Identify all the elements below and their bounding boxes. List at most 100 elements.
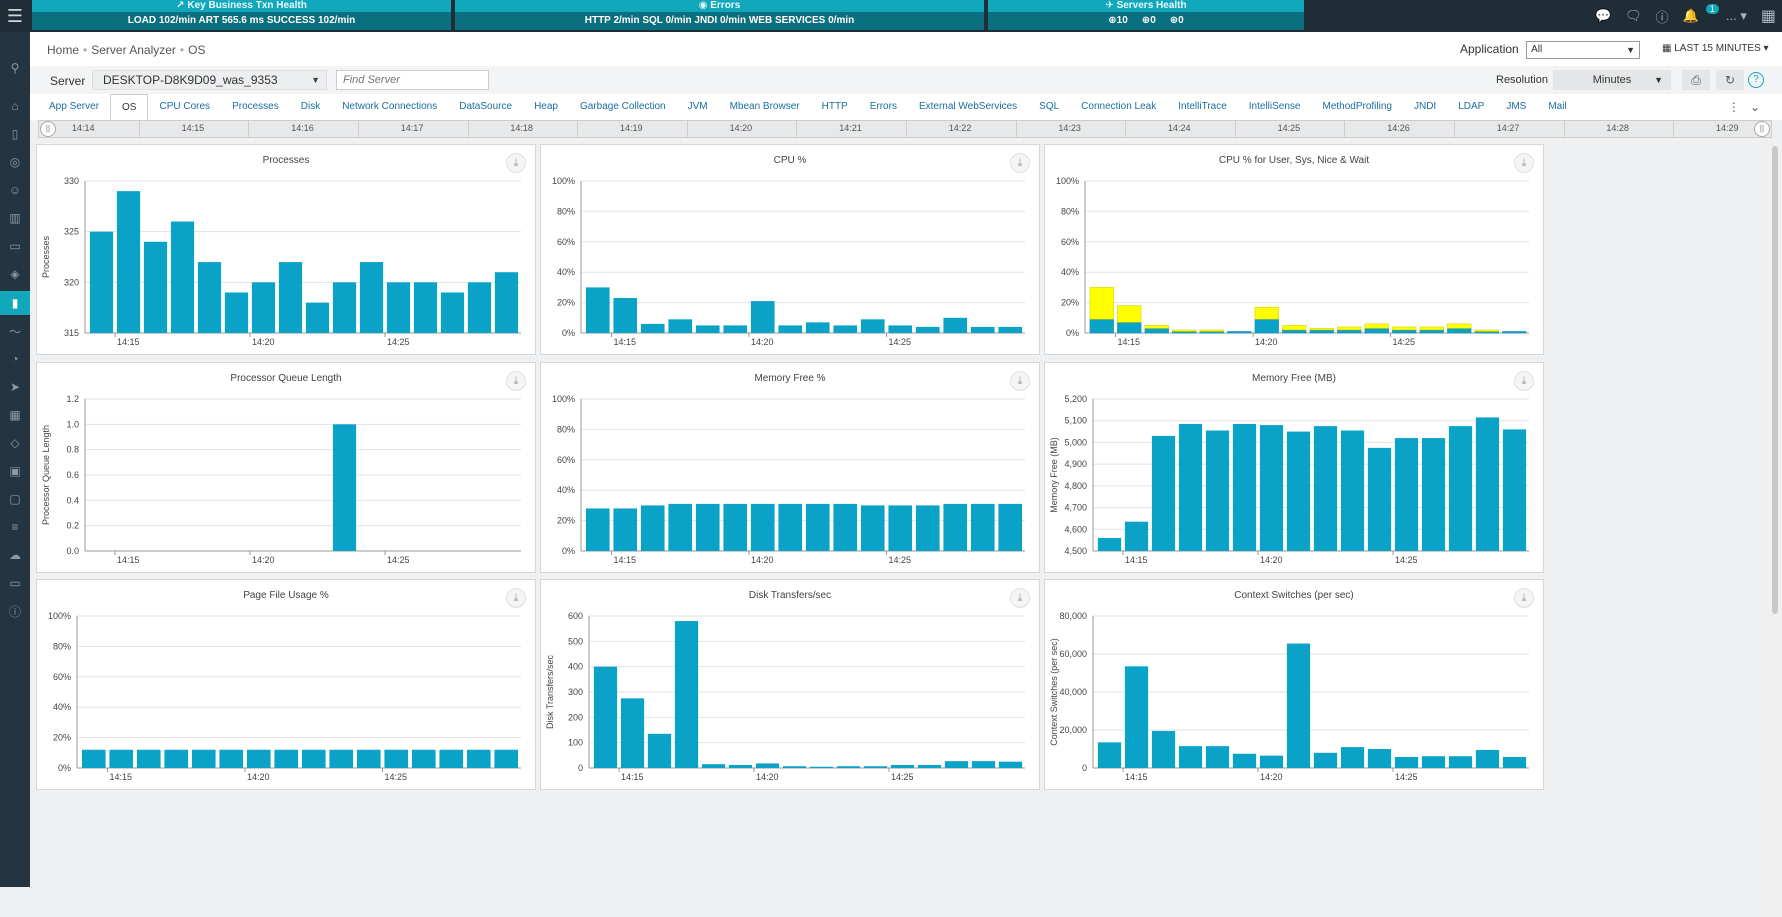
tab-datasource[interactable]: DataSource — [459, 101, 513, 112]
servers-health-widget[interactable]: ✈ Servers Health ⊕10 ⊕0 ⊕0 — [988, 0, 1304, 30]
chart-context: 0 20,000 40,000 60,000 80,000 Context Switche… — [1049, 611, 1529, 782]
timeline-divider — [1015, 121, 1017, 137]
download-button[interactable]: ⤓ — [1514, 371, 1534, 391]
tab-jms[interactable]: JMS — [1506, 101, 1527, 112]
y-tick-label: 600 — [568, 611, 583, 621]
bar — [440, 292, 465, 333]
application-select[interactable]: All ▼ — [1526, 41, 1641, 59]
tab-sql[interactable]: SQL — [1039, 101, 1060, 112]
bar — [863, 766, 888, 768]
bar — [466, 749, 491, 768]
breadcrumb-analyzer[interactable]: Server Analyzer — [91, 43, 176, 57]
tab-overflow-menu[interactable]: ⋮ ⌄ — [1728, 94, 1760, 120]
download-button[interactable]: ⤓ — [506, 153, 526, 173]
tab-jndi[interactable]: JNDI — [1413, 101, 1437, 112]
search-icon[interactable]: ⚲ — [10, 61, 20, 75]
tab-mail[interactable]: Mail — [1548, 101, 1567, 112]
user-icon[interactable]: ☺ — [8, 183, 22, 197]
briefcase-icon[interactable]: ▣ — [9, 464, 21, 478]
book-icon[interactable]: ▯ — [11, 127, 19, 141]
tab-heap[interactable]: Heap — [534, 101, 558, 112]
refresh-button[interactable]: ↻ — [1716, 70, 1744, 90]
txn-health-widget[interactable]: ↗ Key Business Txn Health LOAD 102/min A… — [32, 0, 451, 30]
tab-http[interactable]: HTTP — [821, 101, 848, 112]
help-icon[interactable]: ⓘ — [1655, 9, 1669, 25]
home-icon[interactable]: ⌂ — [11, 99, 19, 113]
download-button[interactable]: ⤓ — [506, 371, 526, 391]
apps-grid-icon[interactable]: ▦ — [1760, 8, 1776, 25]
calendar-icon[interactable]: ▦ — [9, 408, 21, 422]
tag-icon[interactable]: ◇ — [10, 436, 20, 450]
tab-connection-leak[interactable]: Connection Leak — [1081, 101, 1157, 112]
list-icon[interactable]: ≡ — [11, 520, 19, 534]
download-button[interactable]: ⤓ — [1010, 371, 1030, 391]
bell-icon[interactable]: 🔔 1 — [1683, 4, 1719, 24]
cloud-icon[interactable]: ☁ — [9, 548, 21, 562]
globe-icon[interactable]: ◎ — [9, 155, 21, 169]
download-button[interactable]: ⤓ — [506, 588, 526, 608]
info-icon[interactable]: ⓘ — [8, 604, 21, 619]
timeline-tick-label: 14:25 — [1277, 123, 1301, 133]
tab-mbean-browser[interactable]: Mbean Browser — [729, 101, 800, 112]
timeline-right-handle[interactable]: || — [1754, 121, 1770, 137]
tab-intellitrace[interactable]: IntelliTrace — [1178, 101, 1227, 112]
tab-methodprofiling[interactable]: MethodProfiling — [1322, 101, 1392, 112]
server-select[interactable]: DESKTOP-D8K9D09_was_9353 ▼ — [92, 70, 327, 90]
comment-icon[interactable]: 🗨 — [1625, 8, 1642, 23]
bar — [701, 764, 726, 768]
help-icon[interactable]: ? — [1748, 72, 1764, 88]
servers-down[interactable]: ⊕0 — [1169, 15, 1184, 26]
layers-icon[interactable]: ◈ — [10, 267, 20, 281]
timeline-slider[interactable]: || || 14:14 14:15 14:16 14:17 14:18 14:19 14:2… — [38, 120, 1772, 138]
timeline-left-handle[interactable]: || — [40, 121, 56, 137]
tab-cpu-cores[interactable]: CPU Cores — [159, 101, 211, 112]
calendar-icon: ▦ — [1662, 43, 1675, 54]
resolution-select[interactable]: Minutes ▼ — [1553, 70, 1671, 90]
y-tick-label: 5,200 — [1064, 394, 1087, 404]
monitor-icon[interactable]: ▭ — [9, 576, 21, 590]
breadcrumb-home[interactable]: Home — [47, 43, 80, 57]
tab-os[interactable]: OS — [110, 94, 149, 120]
servers-warning[interactable]: ⊕0 — [1141, 15, 1156, 26]
tab-ldap[interactable]: LDAP — [1458, 101, 1485, 112]
chat-icon[interactable]: 💬 — [1594, 8, 1612, 23]
line-chart-icon[interactable]: 〜 — [8, 324, 21, 339]
bar-sys — [1227, 331, 1252, 334]
tab-processes[interactable]: Processes — [232, 101, 279, 112]
bar-sys — [1144, 328, 1169, 334]
servers-up[interactable]: ⊕10 — [1108, 15, 1128, 26]
chart-panel-pagefile: 0% 20% 40% 60% 80% 100% 14:15 14:20 14:25 Page Fi… — [36, 579, 536, 790]
map-icon[interactable]: ▥ — [9, 211, 21, 225]
errors-widget[interactable]: ◉ Errors HTTP 2/min SQL 0/min JNDI 0/min… — [455, 0, 984, 30]
vertical-scrollbar[interactable] — [1771, 142, 1779, 917]
print-button[interactable]: ⎙ — [1682, 70, 1710, 90]
more-menu[interactable]: ... ▾ — [1725, 8, 1747, 23]
menu-icon[interactable]: ☰ — [6, 5, 24, 26]
y-tick-label: 80% — [1061, 206, 1079, 216]
tab-network-connections[interactable]: Network Connections — [342, 101, 438, 112]
file-icon[interactable]: ▢ — [9, 492, 21, 506]
tab-external-webservices[interactable]: External WebServices — [918, 101, 1018, 112]
y-tick-label: 4,700 — [1064, 503, 1087, 513]
find-server-input[interactable] — [336, 70, 489, 90]
y-tick-label: 40% — [53, 702, 71, 712]
tab-disk[interactable]: Disk — [300, 101, 321, 112]
tab-intellisense[interactable]: IntelliSense — [1248, 101, 1301, 112]
scrollbar-thumb[interactable] — [1772, 146, 1778, 614]
bar-chart-icon[interactable]: ▮ — [0, 291, 30, 315]
alarm-icon[interactable]: ◔ — [11, 352, 19, 366]
time-range-picker[interactable]: ▦ LAST 15 MINUTES ▾ — [1662, 43, 1769, 54]
bar — [836, 766, 861, 768]
send-icon[interactable]: ➤ — [9, 380, 21, 394]
folder-icon[interactable]: ▭ — [9, 239, 21, 253]
tab-app-server[interactable]: App Server — [49, 101, 100, 112]
bar — [613, 298, 638, 333]
download-button[interactable]: ⤓ — [1010, 588, 1030, 608]
download-button[interactable]: ⤓ — [1010, 153, 1030, 173]
tab-errors[interactable]: Errors — [869, 101, 897, 112]
chart-memfree_mb: 4,500 4,600 4,700 4,800 4,900 5,000 5,100 5,200… — [1049, 394, 1529, 565]
download-button[interactable]: ⤓ — [1514, 588, 1534, 608]
tab-jvm[interactable]: JVM — [687, 101, 708, 112]
tab-garbage-collection[interactable]: Garbage Collection — [579, 101, 666, 112]
download-button[interactable]: ⤓ — [1514, 153, 1534, 173]
